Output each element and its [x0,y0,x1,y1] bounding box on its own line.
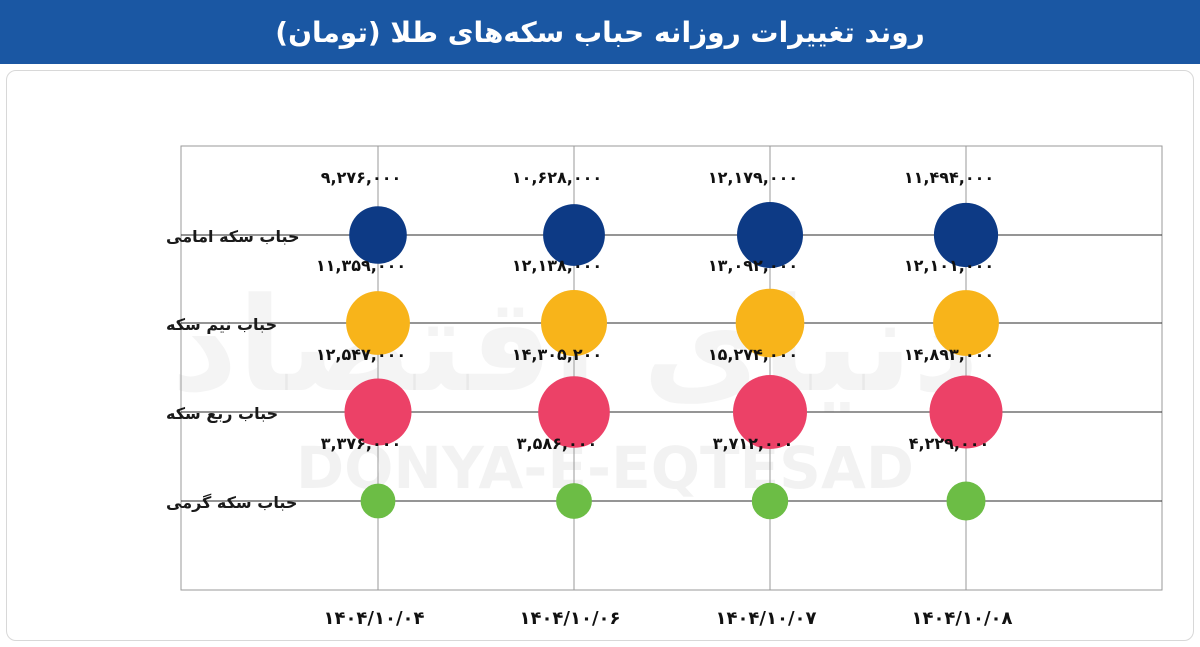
bubble [543,204,605,266]
bubble [737,202,803,268]
bubble [751,482,789,520]
bubble [538,376,610,448]
y-axis-label: حباب سکه گرمی [166,493,297,512]
plot-border [180,145,1163,591]
data-label: ۱۳,۰۹۲,۰۰۰ [708,256,798,275]
bubble [735,288,805,358]
y-axis-label: حباب ربع سکه [166,404,278,423]
data-label: ۱۱,۳۵۹,۰۰۰ [316,256,406,275]
watermark-latin: DONYA-E-EQTESAD [296,434,914,502]
bubbles [344,202,1003,521]
bubble [946,481,986,521]
chart-frame [6,70,1194,641]
x-tick-label: ۱۴۰۴/۱۰/۰۸ [911,608,1012,629]
data-label: ۳,۵۸۶,۰۰۰ [517,434,598,453]
title-bar: روند تغییرات روزانه حباب سکه‌های طلا (تو… [0,0,1200,64]
bubble [349,206,407,264]
data-label: ۹,۲۷۶,۰۰۰ [321,168,402,187]
data-label: ۳,۳۷۶,۰۰۰ [321,434,402,453]
bubble [933,290,999,356]
bubble [556,483,592,519]
data-label: ۴,۲۲۹,۰۰۰ [909,434,990,453]
x-tick-label: ۱۴۰۴/۱۰/۰۷ [715,608,816,629]
y-axis-label: حباب سکه امامی [166,227,300,246]
data-label: ۱۲,۵۴۷,۰۰۰ [316,345,406,364]
title-container: روند تغییرات روزانه حباب سکه‌های طلا (تو… [0,0,1200,64]
bubble [541,290,607,356]
data-label: ۱۴,۸۹۳,۰۰۰ [904,345,994,364]
data-label: ۳,۷۱۲,۰۰۰ [713,434,794,453]
y-axis-label: حباب نیم سکه [166,315,277,334]
data-label: ۱۱,۴۹۴,۰۰۰ [904,168,994,187]
x-tick-label: ۱۴۰۴/۱۰/۰۶ [519,608,620,629]
chart-title: روند تغییرات روزانه حباب سکه‌های طلا (تو… [275,15,925,49]
data-label: ۱۰,۶۲۸,۰۰۰ [512,168,602,187]
bubble [346,291,410,355]
x-tick-label: ۱۴۰۴/۱۰/۰۴ [323,608,424,629]
bubble [360,483,396,519]
y-axis-labels: حباب سکه امامی حباب نیم سکه حباب ربع سکه حب… [166,227,300,512]
bubble [733,375,807,449]
x-axis-labels: ۱۴۰۴/۱۰/۰۴ ۱۴۰۴/۱۰/۰۶ ۱۴۰۴/۱۰/۰۷ ۱۴۰۴/۱۰/۰۸ [323,608,1012,629]
data-labels: ۹,۲۷۶,۰۰۰ ۱۰,۶۲۸,۰۰۰ ۱۲,۱۷۹,۰۰۰ ۱۱,۴۹۴,۰۰۰ ۱… [316,168,994,453]
data-label: ۱۴,۳۰۵,۲۰۰ [512,345,602,364]
data-label: ۱۲,۱۰۱,۰۰۰ [904,256,994,275]
data-label: ۱۲,۱۷۹,۰۰۰ [708,168,798,187]
bubble [344,378,412,446]
bubble [929,375,1003,449]
data-label: ۱۲,۱۳۸,۰۰۰ [512,256,602,275]
bubble [933,202,999,268]
data-label: ۱۵,۲۷۴,۰۰۰ [708,345,798,364]
